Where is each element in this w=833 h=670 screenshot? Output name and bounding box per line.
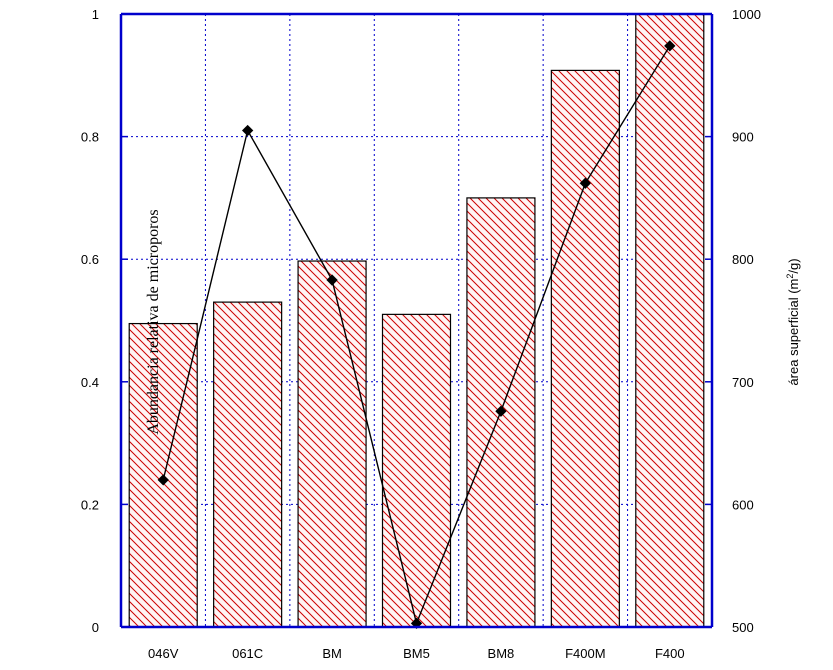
y-tick-label-left: 0.6 bbox=[81, 252, 99, 267]
data-point bbox=[157, 474, 169, 486]
bar bbox=[550, 69, 620, 628]
bars bbox=[128, 13, 705, 628]
y-axis-label-right-tail: /g) bbox=[786, 258, 801, 273]
y-tick-label-right: 600 bbox=[732, 497, 754, 512]
x-tick-label: F400 bbox=[655, 646, 685, 661]
y-tick-label-right: 500 bbox=[732, 620, 754, 635]
y-tick-label-left: 0.4 bbox=[81, 375, 99, 390]
data-point bbox=[495, 405, 507, 417]
x-tick-label: 046V bbox=[148, 646, 179, 661]
x-tick-label: F400M bbox=[565, 646, 605, 661]
y-tick-label-left: 0.2 bbox=[81, 497, 99, 512]
y-tick-label-right: 700 bbox=[732, 375, 754, 390]
y-tick-label-left: 0.8 bbox=[81, 130, 99, 145]
bar bbox=[297, 260, 367, 628]
y-axis-label-left: Abundancia relativa de microporos bbox=[145, 209, 162, 434]
data-point bbox=[326, 274, 338, 286]
y-tick-label-right: 1000 bbox=[732, 7, 761, 22]
data-point bbox=[664, 40, 676, 52]
bar bbox=[213, 301, 283, 628]
y-axis-label-right: área superficial (m2/g) bbox=[785, 258, 801, 385]
y-tick-label-right: 900 bbox=[732, 130, 754, 145]
y-tick-label-left: 1 bbox=[92, 7, 99, 22]
x-tick-label: BM5 bbox=[403, 646, 430, 661]
axes bbox=[119, 12, 714, 629]
y-axis-label-right-main: área superficial (m bbox=[786, 279, 801, 386]
x-tick-label: BM8 bbox=[488, 646, 515, 661]
y-axis-label-right-sup: 2 bbox=[785, 274, 795, 279]
x-tick-label: BM bbox=[322, 646, 342, 661]
bar bbox=[381, 313, 452, 628]
y-tick-label-right: 800 bbox=[732, 252, 754, 267]
y-tick-label-left: 0 bbox=[92, 620, 99, 635]
data-point bbox=[579, 177, 592, 189]
tick-labels: 0 0.2 0.4 0.6 0.8 1 500 600 700 800 900 1000 046V 061… bbox=[81, 7, 761, 661]
data-point bbox=[241, 124, 254, 137]
x-tick-label: 061C bbox=[232, 646, 263, 661]
bar bbox=[635, 13, 705, 628]
